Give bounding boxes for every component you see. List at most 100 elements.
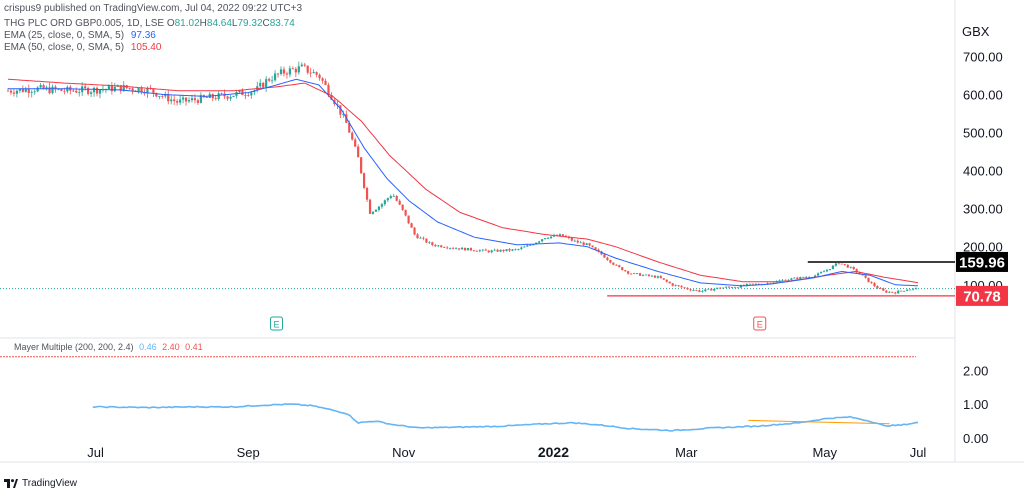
mayer-multiple-legend: Mayer Multiple (200, 200, 2.4) 0.46 2.40… (14, 342, 206, 352)
candle-body (265, 79, 268, 88)
support-price-label: 70.78 (963, 288, 1001, 305)
candle-body (615, 264, 618, 266)
candle-body (413, 227, 416, 235)
earnings-marker-label[interactable]: E (757, 320, 763, 330)
candle-body (87, 88, 90, 94)
candle-body (736, 287, 740, 289)
x-tick-label: Mar (675, 445, 698, 460)
candle-body (582, 242, 585, 245)
candle-body (481, 249, 484, 251)
candle-body (644, 274, 648, 276)
candle-body (541, 239, 544, 242)
candle-body (193, 98, 197, 101)
candle-body (520, 247, 523, 250)
candle-body (692, 290, 695, 291)
candle-body (751, 283, 754, 285)
candle-body (365, 187, 369, 200)
candle-body (276, 73, 280, 75)
x-tick-label: May (812, 445, 837, 460)
candle-body (908, 289, 912, 291)
x-tick-label: Jul (910, 445, 927, 460)
candle-body (57, 89, 60, 90)
candle-body (199, 95, 202, 103)
candle-body (668, 281, 671, 284)
candle-body (707, 288, 710, 290)
candle-body (460, 247, 464, 250)
earnings-marker[interactable] (269, 316, 283, 331)
candle-body (357, 146, 360, 158)
candle-body (903, 290, 906, 292)
candle-body (279, 69, 283, 75)
candle-body (852, 266, 855, 270)
footer-brand-label: TradingView (22, 478, 78, 489)
ema50-label: EMA (50, close, 0, SMA, 5) (4, 42, 125, 53)
candle-body (360, 157, 363, 174)
candle-body (879, 288, 882, 289)
candle-body (579, 242, 582, 244)
candle-body (546, 238, 550, 239)
candle-body (389, 196, 392, 199)
candle-body (538, 241, 541, 243)
candle-body (395, 195, 398, 201)
candle-body (754, 283, 757, 285)
candle-body (635, 273, 639, 274)
candle-body (330, 95, 333, 100)
candle-body (410, 223, 413, 228)
candle-body (588, 243, 591, 246)
footer-brand[interactable]: TradingView (4, 478, 77, 489)
mm-y-tick-label: 1.00 (963, 397, 988, 412)
candle-body (819, 272, 823, 274)
candle-body (205, 97, 208, 98)
candle-body (900, 290, 903, 292)
candle-body (268, 79, 271, 81)
candle-body (176, 101, 179, 103)
resistance-price-label: 159.96 (959, 254, 1005, 271)
earnings-marker-label[interactable]: E (273, 320, 279, 330)
candle-body (425, 238, 428, 243)
candle-body (354, 139, 357, 147)
candle-body (241, 90, 244, 96)
y-tick-label: 400.00 (963, 164, 1003, 179)
candle-body (719, 287, 722, 289)
candle-body (647, 274, 651, 276)
candle-body (72, 90, 75, 92)
candle-body (457, 248, 461, 250)
mm-value-3: 0.41 (185, 342, 203, 352)
candle-body (140, 88, 143, 93)
candle-body (9, 90, 13, 93)
ohlc-h-value: 84.64 (206, 18, 232, 29)
candle-body (831, 265, 835, 270)
candle-body (834, 263, 838, 266)
y-tick-label: 300.00 (963, 202, 1003, 217)
candle-body (704, 289, 707, 291)
candle-body (870, 282, 873, 284)
candle-body (294, 68, 297, 73)
candle-body (407, 215, 410, 224)
ema50-value: 105.40 (130, 42, 162, 53)
candle-body (262, 82, 265, 88)
candle-body (315, 72, 318, 75)
ohlc-c-label: C (262, 18, 270, 29)
candle-body (505, 249, 508, 252)
candle-body (713, 288, 716, 291)
candle-body (745, 283, 748, 286)
ema50-line (7, 78, 919, 284)
candle-body (152, 88, 155, 93)
candle-body (543, 238, 547, 240)
candle-body (351, 132, 354, 140)
candle-body (508, 249, 511, 251)
legend-ema50-row: EMA (50, close, 0, SMA, 5) 105.40 (4, 42, 161, 53)
candle-body (843, 263, 846, 265)
candle-body (490, 250, 493, 253)
earnings-marker[interactable] (753, 316, 767, 331)
candle-body (665, 279, 668, 282)
candle-body (894, 292, 897, 294)
candle-body (662, 278, 665, 280)
candle-body (814, 275, 817, 278)
y-tick-label: 700.00 (963, 49, 1003, 64)
candle-body (12, 92, 16, 94)
candle-body (674, 285, 677, 287)
candle-body (422, 237, 425, 239)
candle-body (466, 248, 470, 251)
